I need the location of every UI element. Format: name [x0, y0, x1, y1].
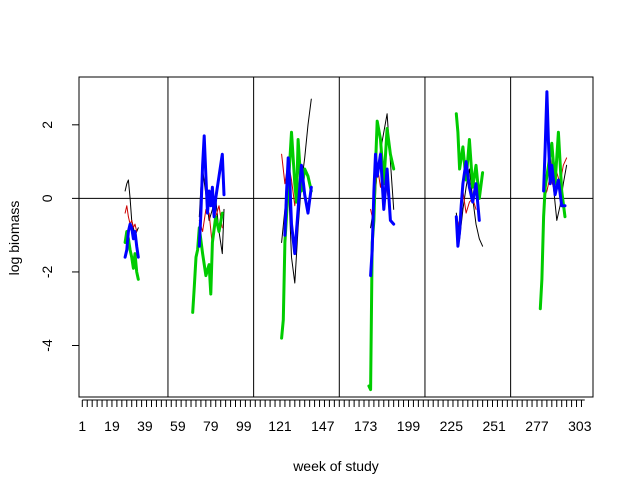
- x-tick-label: 303: [568, 418, 592, 434]
- x-axis-label: week of study: [292, 458, 379, 474]
- green-series-line: [454, 112, 485, 200]
- green-series-line: [367, 119, 396, 392]
- green-series-line: [191, 211, 224, 314]
- x-tick-label: 19: [104, 418, 120, 434]
- y-tick-label: 2: [39, 121, 55, 129]
- x-tick-label: 39: [137, 418, 153, 434]
- y-tick-label: -4: [39, 339, 55, 352]
- x-tick-label: 121: [268, 418, 292, 434]
- x-tick-label: 79: [203, 418, 219, 434]
- x-tick-label: 99: [236, 418, 252, 434]
- x-tick-label: 277: [525, 418, 549, 434]
- x-tick-label: 173: [354, 418, 378, 434]
- blue-series-line: [542, 90, 567, 208]
- x-tick-label: 59: [170, 418, 186, 434]
- x-tick-label: 251: [482, 418, 506, 434]
- red-series-line: [124, 205, 138, 232]
- blue-series-line: [123, 222, 140, 259]
- x-tick-label: 147: [311, 418, 335, 434]
- blue-series-line: [369, 152, 396, 278]
- y-tick-label: 0: [39, 194, 55, 202]
- blue-series-line: [197, 134, 226, 248]
- red-series-line: [198, 205, 223, 247]
- x-tick-label: 199: [397, 418, 421, 434]
- y-tick-label: -2: [39, 265, 55, 278]
- green-series-line: [280, 130, 313, 340]
- x-tick-label: 1: [78, 418, 86, 434]
- y-axis-label: log biomass: [6, 201, 22, 276]
- blue-series-line: [454, 160, 481, 248]
- blue-series-line: [283, 156, 313, 256]
- x-tick-label: 225: [440, 418, 464, 434]
